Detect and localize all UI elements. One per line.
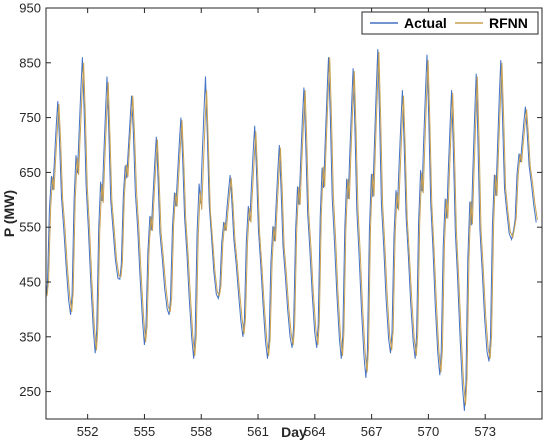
y-tick-label: 850 [19, 55, 41, 70]
axis-layer: 552 555 558 561 564 567 570 573 250 350 450 550 650 7… [19, 1, 543, 439]
x-tick-label: 567 [361, 424, 383, 439]
x-tick-label: 561 [247, 424, 269, 439]
y-tick-label: 750 [19, 110, 41, 125]
series-line-actual [46, 49, 537, 411]
plot-area [46, 8, 542, 419]
x-tick-label: 555 [134, 424, 156, 439]
plot-background [46, 8, 542, 419]
legend-box [361, 11, 539, 35]
legend: Actual RFNN [361, 11, 539, 35]
series-line-rfnn [46, 51, 538, 406]
y-tick-label: 550 [19, 220, 41, 235]
x-axis-label: Day [281, 424, 307, 440]
x-tick-label: 552 [77, 424, 99, 439]
x-tick-label: 558 [190, 424, 212, 439]
x-tick-label: 564 [304, 424, 326, 439]
x-tick-label: 570 [418, 424, 440, 439]
y-tick-label: 450 [19, 275, 41, 290]
legend-label-actual: Actual [404, 15, 447, 31]
x-tick-label: 573 [474, 424, 496, 439]
y-tick-label: 250 [19, 384, 41, 399]
y-axis-label: P (MW) [1, 190, 17, 237]
y-tick-label: 350 [19, 329, 41, 344]
series-layer [46, 49, 538, 411]
legend-label-rfnn: RFNN [489, 15, 528, 31]
y-tick-label: 650 [19, 165, 41, 180]
axes-box [45, 7, 543, 420]
y-tick-label: 950 [19, 1, 41, 16]
